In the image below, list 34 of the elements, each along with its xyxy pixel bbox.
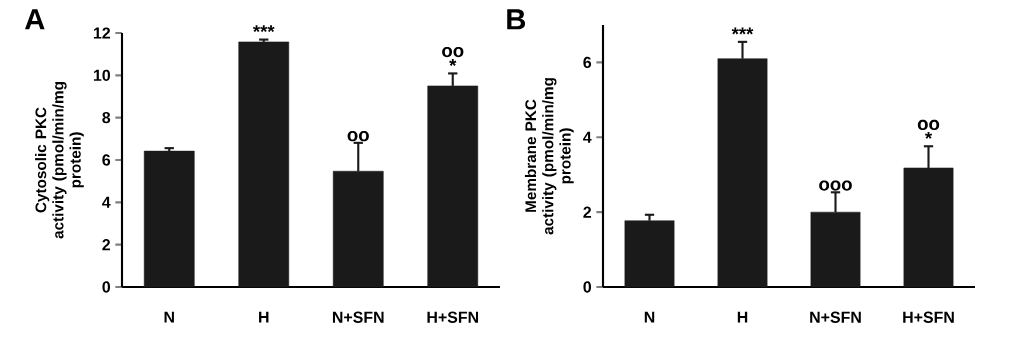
bar xyxy=(143,150,195,288)
y-tick-label: 2 xyxy=(102,239,111,251)
annotation: oo xyxy=(442,47,464,58)
y-tick-label: 2 xyxy=(583,206,592,218)
x-tick-label: H+SFN xyxy=(427,311,479,323)
annotation: * xyxy=(924,131,933,139)
x-tick-label: H+SFN xyxy=(903,311,954,323)
bar xyxy=(624,220,675,288)
y-tick-label: 8 xyxy=(102,112,111,124)
x-tick-label: N xyxy=(644,311,655,323)
y-axis-title: Membrane PKC activity (pmol/min/mg protein) xyxy=(524,78,574,235)
y-tick-label: 4 xyxy=(583,131,592,143)
y-tick-label: 4 xyxy=(102,196,111,208)
x-tick-label: N xyxy=(164,311,174,323)
annotation: ooo xyxy=(819,180,852,191)
chart-title: B xyxy=(507,9,526,30)
annotation: *** xyxy=(731,27,754,35)
chart-title: A xyxy=(24,9,45,30)
y-axis-title: Cytosolic PKC activity (pmol/min/mg protein) xyxy=(35,82,84,239)
annotation: * xyxy=(449,59,457,66)
y-tick-label: 0 xyxy=(583,281,592,293)
x-tick-label: H xyxy=(737,311,748,323)
annotation: oo xyxy=(917,119,940,131)
y-tick-label: 0 xyxy=(102,281,111,293)
annotation: *** xyxy=(252,25,275,33)
y-tick-label: 6 xyxy=(102,154,111,166)
y-tick-label: 6 xyxy=(583,56,592,69)
x-tick-label: H xyxy=(259,311,269,323)
y-tick-label: 10 xyxy=(93,69,111,81)
x-tick-label: N+SFN xyxy=(332,311,384,323)
y-tick-label: 12 xyxy=(93,27,111,39)
annotation: oo xyxy=(347,131,369,142)
x-tick-label: N+SFN xyxy=(810,311,861,323)
bar xyxy=(238,41,290,288)
